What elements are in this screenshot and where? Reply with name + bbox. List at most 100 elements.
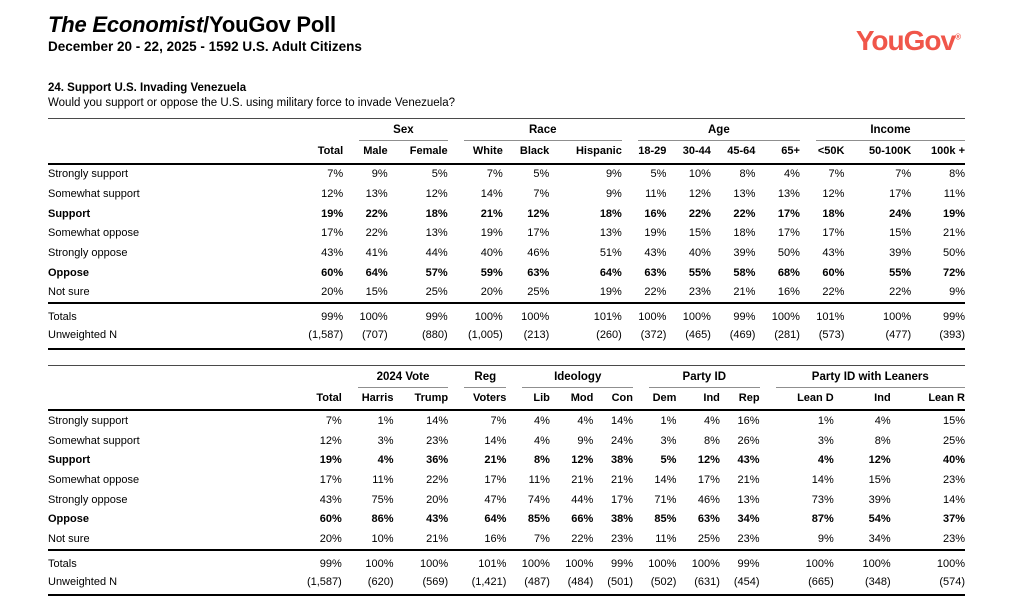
value-cell: 7% — [895, 168, 912, 181]
unweighted-n-row: Unweighted N (1,587) (620) (569) (1,421) (487… — [48, 573, 965, 597]
value-cell: 10% — [341, 529, 394, 551]
value-cell: 43% — [737, 454, 760, 467]
crosstab-table-2: 2024 Vote Reg Ideology Party ID Party ID wit… — [48, 364, 965, 597]
value-cell: 25% — [942, 434, 965, 447]
value-cell: 4% — [703, 414, 720, 427]
value-cell: 16% — [448, 529, 507, 551]
value-cell: 100% — [521, 311, 550, 324]
value-cell: (573) — [799, 326, 845, 350]
column-header-row: Total Male Female White Black Hispanic 18-29 30… — [48, 141, 965, 165]
value-cell: (1,005) — [447, 326, 503, 350]
table-row: Strongly oppose 43% 41% 44% 40% 46% 51% 43% 40% 3… — [48, 243, 965, 263]
value-cell: 4% — [533, 434, 550, 447]
value-cell: 100% — [805, 557, 834, 570]
value-cell: (569) — [393, 573, 449, 597]
value-cell: (281) — [755, 326, 800, 350]
value-cell: 25% — [502, 282, 550, 305]
value-cell: 46% — [697, 493, 720, 506]
col-header-total: Total — [288, 387, 342, 412]
value-cell: 17% — [889, 188, 912, 200]
group-header-2024-vote: 2024 Vote — [342, 365, 449, 388]
value-cell: 12% — [868, 454, 891, 467]
value-cell: (454) — [719, 573, 760, 597]
col-header-ind: Ind — [833, 387, 891, 412]
group-header-race: Race — [448, 119, 622, 142]
value-cell: 34% — [737, 513, 760, 526]
value-cell: 4% — [377, 454, 394, 467]
value-cell: 4% — [874, 414, 891, 427]
value-cell: 20% — [426, 493, 449, 506]
value-cell: 64% — [599, 266, 622, 279]
table-row: Strongly support 7% 9% 5% 7% 5% 9% 5% 10% 8% 4% 7% 7… — [48, 164, 965, 185]
col-header-harris: Harris — [341, 387, 394, 412]
value-cell: 7% — [490, 414, 507, 427]
value-cell: 100% — [565, 557, 594, 570]
value-cell: 21% — [480, 207, 503, 220]
value-cell: 99% — [942, 311, 965, 324]
value-cell: 13% — [599, 227, 622, 240]
value-cell: 50% — [777, 246, 800, 259]
value-cell: 46% — [527, 246, 550, 259]
value-cell: (487) — [506, 573, 550, 597]
value-cell: (465) — [666, 326, 711, 350]
col-header-male: Male — [343, 141, 388, 165]
value-cell: 101% — [593, 311, 622, 324]
col-header-black: Black — [502, 141, 550, 165]
value-cell: 8% — [949, 168, 965, 181]
totals-row: Totals 99% 100% 100% 101% 100% 100% 99% 100% 100%… — [48, 550, 965, 573]
value-cell: (1,587) — [288, 573, 342, 597]
value-cell: 18% — [599, 207, 622, 220]
value-cell: (348) — [833, 573, 891, 597]
value-cell: 99% — [733, 311, 756, 324]
group-header-party-id: Party ID — [633, 365, 760, 388]
group-header-label: Income — [815, 124, 965, 142]
value-cell: 57% — [425, 266, 448, 279]
table-row: Strongly support 7% 1% 14% 7% 4% 4% 14% 1% 4% 16% 1… — [48, 410, 965, 431]
value-cell: (620) — [341, 573, 394, 597]
value-cell: 22% — [688, 207, 711, 220]
col-header-voters: Voters — [448, 387, 507, 412]
value-cell: 8% — [874, 434, 891, 447]
value-cell: 63% — [697, 513, 720, 526]
value-cell: 41% — [365, 246, 388, 259]
group-header-row: Sex Race Age Income — [48, 119, 965, 142]
value-cell: 63% — [527, 266, 550, 279]
row-label: Totals — [48, 557, 77, 570]
value-cell: 11% — [632, 529, 677, 551]
value-cell: 20% — [288, 529, 342, 551]
value-cell: 16% — [737, 414, 760, 427]
value-cell: (213) — [502, 326, 550, 350]
row-label: Oppose — [48, 513, 89, 526]
value-cell: 23% — [426, 434, 449, 447]
value-cell: 7% — [506, 529, 550, 551]
column-header-row: Total Harris Trump Voters Lib Mod Con Dem Ind Rep… — [48, 387, 965, 412]
column-header-spacer — [48, 387, 288, 412]
value-cell: 7% — [828, 168, 845, 181]
value-cell: 13% — [777, 188, 800, 200]
crosstab-tables: Sex Race Age Income Total Male Female White Blac… — [48, 118, 967, 597]
value-cell: 15% — [942, 414, 965, 427]
value-cell: 17% — [697, 473, 720, 486]
value-cell: 85% — [527, 513, 550, 526]
group-header-label: 2024 Vote — [357, 371, 449, 388]
group-header-spacer — [48, 365, 288, 388]
value-cell: 14% — [811, 473, 834, 486]
group-header-total — [288, 365, 342, 388]
title-yougov-poll: /YouGov Poll — [203, 12, 336, 37]
col-header-65-: 65+ — [755, 141, 800, 165]
value-cell: (502) — [632, 573, 677, 597]
value-cell: 100% — [638, 311, 667, 324]
value-cell: 11% — [372, 473, 394, 486]
value-cell: 11% — [528, 473, 550, 486]
value-cell: 58% — [733, 266, 756, 279]
value-cell: 21% — [571, 473, 594, 486]
value-cell: 17% — [527, 227, 550, 240]
value-cell: 15% — [868, 473, 891, 486]
col-header-18-29: 18-29 — [621, 141, 667, 165]
value-cell: 9% — [759, 529, 834, 551]
col-header-white: White — [447, 141, 503, 165]
value-cell: 7% — [486, 168, 503, 181]
col-header-con: Con — [593, 387, 633, 412]
value-cell: 44% — [571, 493, 594, 506]
